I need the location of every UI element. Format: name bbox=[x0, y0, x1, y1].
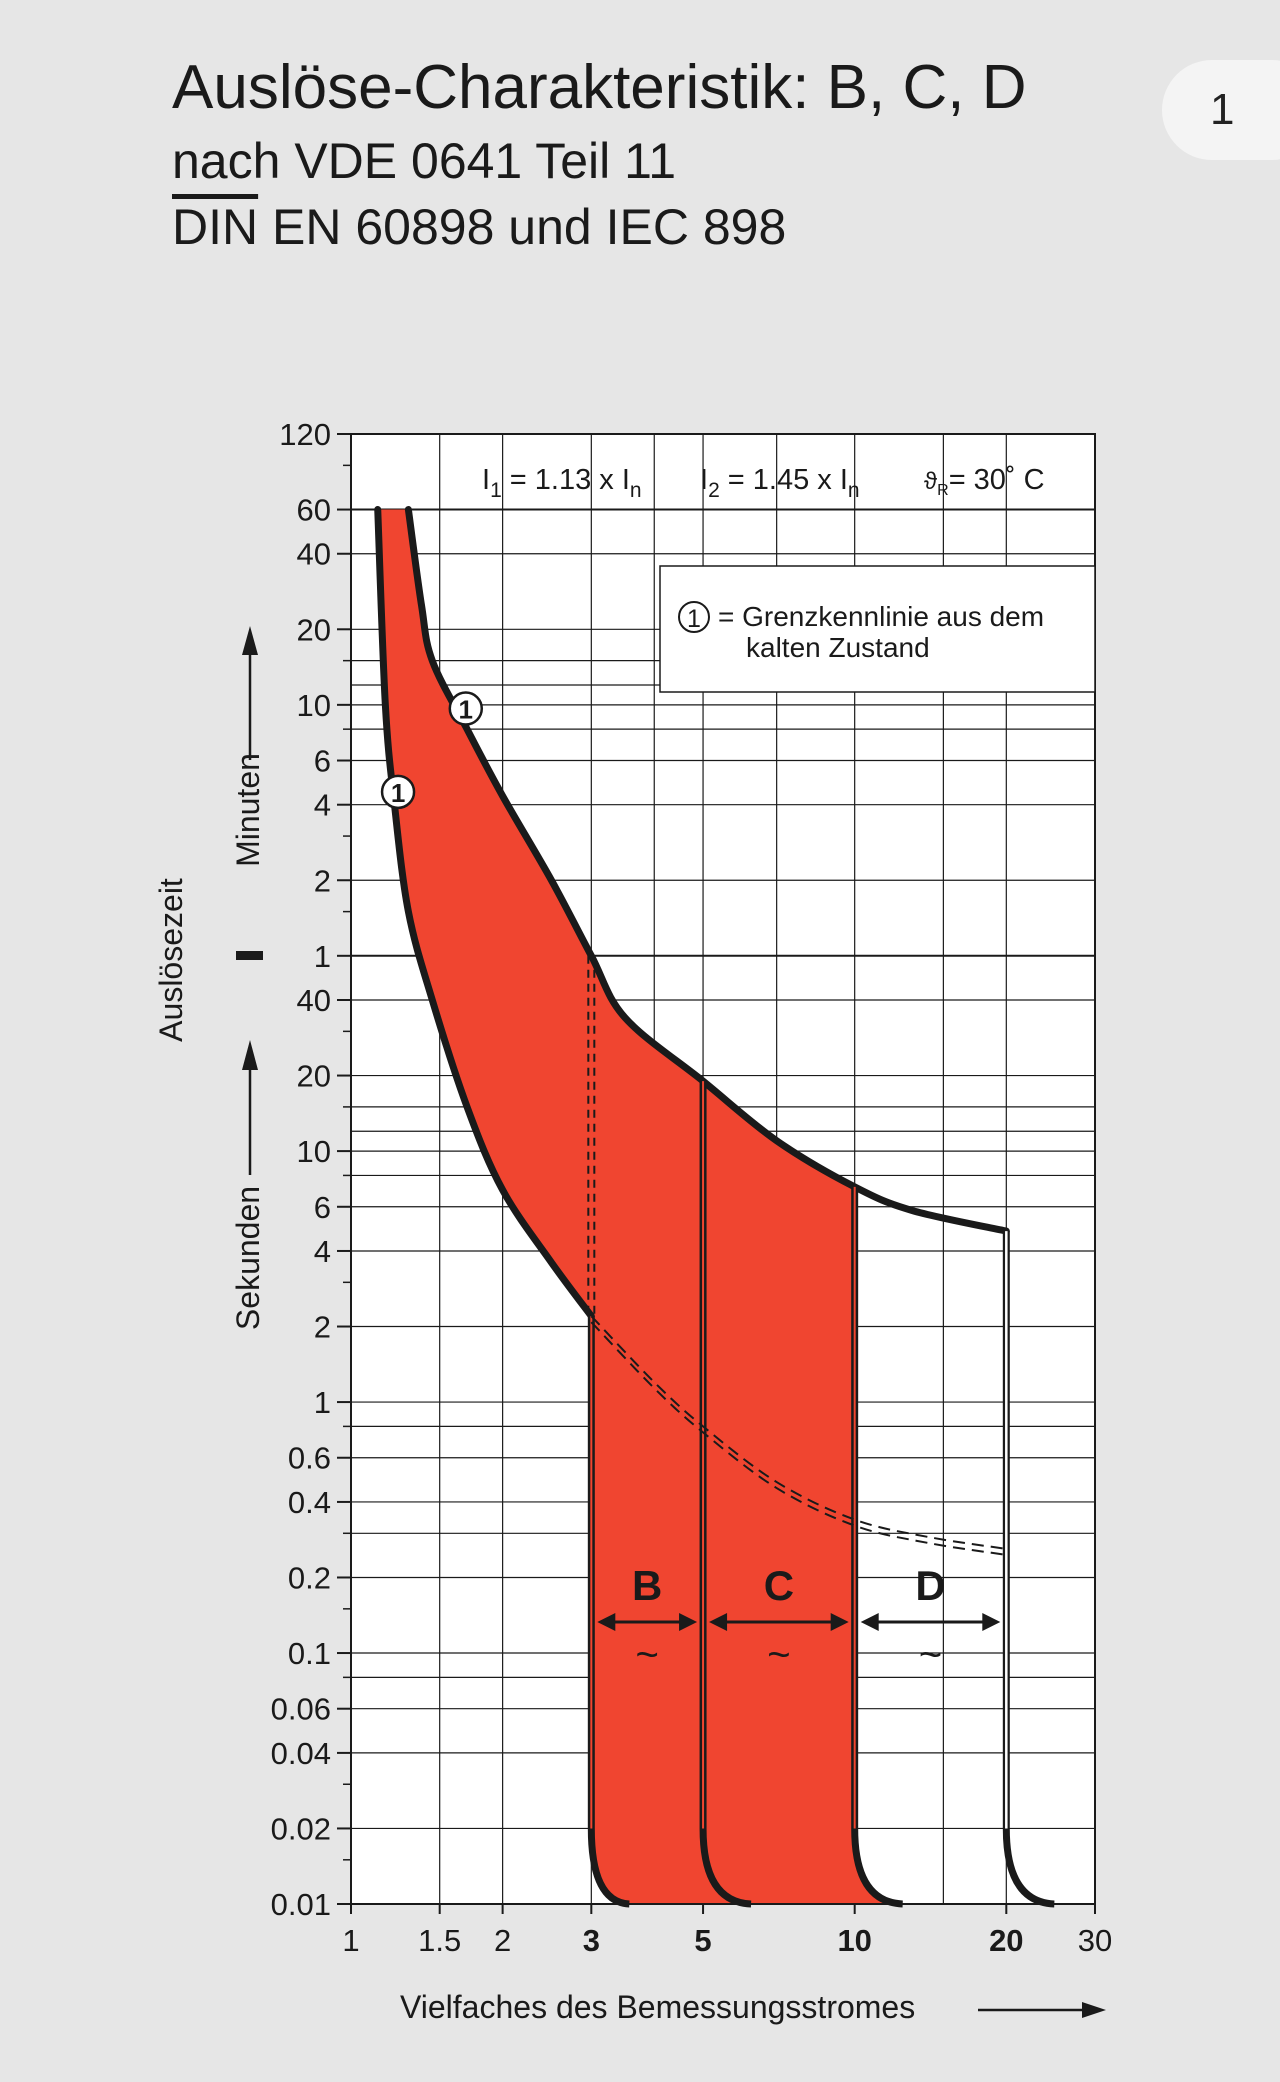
band-c-ac-icon: ~ bbox=[767, 1633, 790, 1677]
band-markers: B ~ C ~ D ~1 1 bbox=[380, 691, 1001, 1677]
y-tick-label-minutes: 120 bbox=[279, 417, 331, 452]
x-tick-label: 10 bbox=[837, 1923, 871, 1958]
x-axis-title: Vielfaches des Bemessungsstromes bbox=[400, 1989, 915, 2025]
y-axis-seconds-label: Sekunden bbox=[230, 1186, 266, 1330]
y-tick-label-minutes: 60 bbox=[297, 493, 331, 528]
y-axis-seconds-arrow bbox=[242, 1040, 258, 1175]
curves bbox=[374, 506, 1055, 1908]
y-tick-label-minutes: 6 bbox=[314, 744, 331, 779]
x-tick-label: 1.5 bbox=[418, 1923, 461, 1958]
y-tick-label-seconds: 0.2 bbox=[288, 1560, 331, 1595]
y-tick-label-seconds: 4 bbox=[314, 1234, 331, 1269]
y-tick-label-seconds: 0.6 bbox=[288, 1441, 331, 1476]
upper-limit-curve bbox=[404, 506, 1010, 1235]
legend-line-1: = Grenzkennlinie aus dem bbox=[718, 601, 1044, 632]
band-c-arrow-right-icon bbox=[830, 1612, 849, 1631]
i1-formula: I1 = 1.13 x In bbox=[482, 464, 642, 502]
y-tick-label-seconds: 40 bbox=[297, 983, 331, 1018]
y-tick-label-minutes: 40 bbox=[297, 537, 331, 572]
y-tick-label-seconds: 6 bbox=[314, 1190, 331, 1225]
x-tick-label: 20 bbox=[989, 1923, 1023, 1958]
y-tick-label-seconds: 0.01 bbox=[271, 1887, 331, 1922]
y-tick-label-seconds: 10 bbox=[297, 1134, 331, 1169]
legend-line-2: kalten Zustand bbox=[746, 632, 930, 663]
y-tick-label-minutes: 2 bbox=[314, 863, 331, 898]
y-axis-minutes-arrow bbox=[242, 626, 258, 760]
y-tick-label-minutes: 10 bbox=[297, 688, 331, 723]
y-tick-label-seconds: 0.4 bbox=[288, 1485, 331, 1520]
band-b-ac-icon: ~ bbox=[636, 1633, 659, 1677]
i2-formula: I2 = 1.45 x In bbox=[700, 464, 860, 502]
band-b-label: B bbox=[632, 1562, 662, 1609]
band-b-foot-curve bbox=[699, 1828, 752, 1908]
unit-divider-bar bbox=[236, 951, 263, 960]
page-number-badge: 1 bbox=[1162, 60, 1280, 160]
x-tick-label: 30 bbox=[1078, 1923, 1112, 1958]
x-tick-label: 5 bbox=[694, 1923, 711, 1958]
upper-curve-marker-icon bbox=[448, 691, 484, 726]
band-b-arrow-right-icon bbox=[679, 1612, 698, 1631]
plot-frame bbox=[350, 433, 1096, 1905]
y-tick-label-seconds: 1 bbox=[314, 1385, 331, 1420]
y-axis-title: Auslösezeit bbox=[153, 878, 189, 1042]
band-b-arrow-left-icon bbox=[597, 1612, 616, 1631]
lower-limit-curve bbox=[374, 506, 595, 1320]
band-d-arrow-left-icon bbox=[860, 1612, 879, 1631]
x-tick-label: 2 bbox=[494, 1923, 511, 1958]
x-axis-arrow bbox=[978, 2002, 1106, 2018]
annotation-row: I1 = 1.13 x In I2 = 1.45 x In ϑR= 30˚ C bbox=[482, 464, 1045, 502]
subtitle-din: DIN EN 60898 und IEC 898 bbox=[172, 194, 1026, 260]
y-axis-minutes-label: Minuten bbox=[230, 753, 266, 867]
band-c-arrow-left-icon bbox=[709, 1612, 728, 1631]
x-tick-label: 3 bbox=[583, 1923, 600, 1958]
trip-band-fill bbox=[377, 509, 905, 1905]
lower-curve-marker-label: 1 bbox=[391, 778, 405, 808]
band-c-label: C bbox=[764, 1562, 794, 1609]
subtitle-vde: nach VDE 0641 Teil 11 bbox=[172, 133, 677, 189]
band-b-foot-curve bbox=[587, 1828, 630, 1908]
y-tick-label-minutes: 4 bbox=[314, 788, 331, 823]
lower-curve-marker-icon bbox=[380, 774, 416, 810]
band-c-foot-curve bbox=[851, 1828, 903, 1908]
y-tick-label-seconds: 0.04 bbox=[271, 1736, 331, 1771]
y-tick-label-seconds: 20 bbox=[297, 1059, 331, 1094]
din-abbrev: DIN bbox=[172, 199, 259, 255]
band-fills bbox=[377, 509, 905, 1905]
upper-curve-marker-label: 1 bbox=[459, 695, 473, 725]
legend-box: 1 = Grenzkennlinie aus dem kalten Zustan… bbox=[659, 565, 1096, 693]
y-tick-label-seconds: 0.1 bbox=[288, 1636, 331, 1671]
legend-marker-label: 1 bbox=[687, 605, 701, 633]
y-tick-label-minutes: 1 bbox=[314, 939, 331, 974]
legend-marker-icon bbox=[678, 601, 710, 633]
band-d-ac-icon: ~ bbox=[919, 1633, 942, 1677]
y-tick-label-minutes: 20 bbox=[297, 612, 331, 647]
y-tick-label-seconds: 0.02 bbox=[271, 1811, 331, 1846]
band-d-foot-curve bbox=[1002, 1828, 1055, 1908]
x-tick-label: 1 bbox=[342, 1923, 359, 1958]
band-d-arrow-right-icon bbox=[982, 1612, 1001, 1631]
band-d-label: D bbox=[915, 1562, 945, 1609]
axes: 1 1.5 2 3 5 10 20 30 120 60 40 20 10 6 4 2 1 40 20 10 6 4 2 1 0.… bbox=[271, 417, 1113, 1958]
cold-curve-dashed-1 bbox=[590, 1315, 1007, 1550]
y-tick-label-seconds: 0.06 bbox=[271, 1692, 331, 1727]
subtitle-din-rest: EN 60898 und IEC 898 bbox=[258, 199, 787, 255]
header: Auslöse-Charakteristik: B, C, D nach VDE… bbox=[172, 48, 1026, 260]
y-tick-label-seconds: 2 bbox=[314, 1310, 331, 1345]
cold-curve-dashed-2 bbox=[590, 1321, 1007, 1556]
page-title: Auslöse-Charakteristik: B, C, D bbox=[172, 53, 1027, 122]
ambient-temperature: ϑR= 30˚ C bbox=[924, 464, 1045, 499]
